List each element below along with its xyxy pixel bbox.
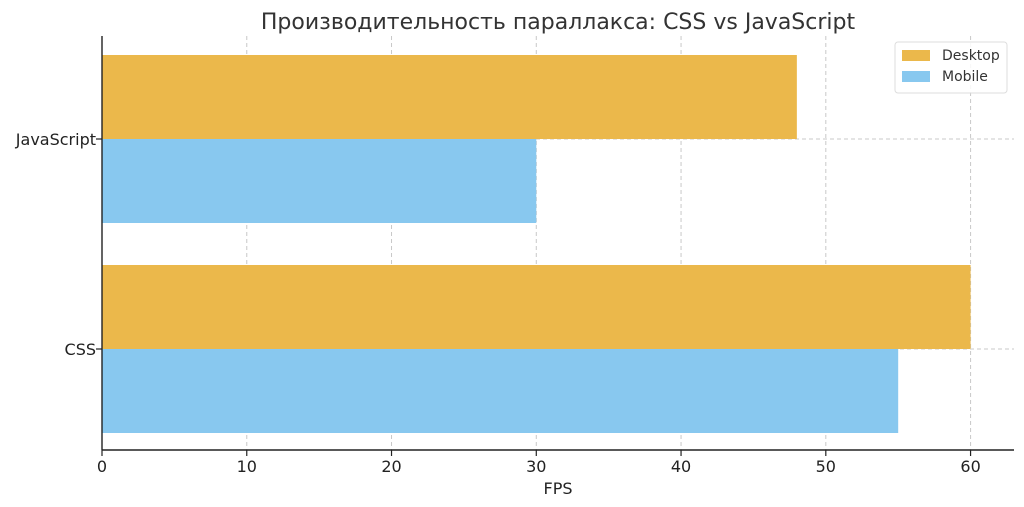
bars	[102, 55, 971, 433]
x-axis-label: FPS	[543, 479, 572, 498]
x-axis-ticks: 0 10 20 30 40 50 60	[97, 450, 981, 476]
y-tick-label-javascript: JavaScript	[15, 130, 96, 149]
bar-javascript-desktop	[102, 55, 797, 139]
bar-css-desktop	[102, 265, 971, 349]
x-tick-label: 30	[526, 457, 546, 476]
x-tick-label: 50	[816, 457, 836, 476]
x-tick-label: 0	[97, 457, 107, 476]
x-tick-label: 40	[671, 457, 691, 476]
x-tick-label: 20	[381, 457, 401, 476]
legend-label-mobile: Mobile	[942, 69, 988, 85]
y-axis-ticks: CSS JavaScript	[15, 130, 102, 359]
x-tick-label: 10	[237, 457, 257, 476]
legend-label-desktop: Desktop	[942, 48, 1000, 64]
x-tick-label: 60	[960, 457, 980, 476]
y-tick-label-css: CSS	[65, 340, 96, 359]
bar-javascript-mobile	[102, 139, 537, 223]
legend: Desktop Mobile	[894, 41, 1008, 94]
chart-title: Производительность параллакса: CSS vs Ja…	[261, 10, 856, 35]
bar-css-mobile	[102, 349, 899, 433]
legend-swatch-mobile	[902, 71, 930, 82]
legend-swatch-desktop	[902, 50, 930, 61]
